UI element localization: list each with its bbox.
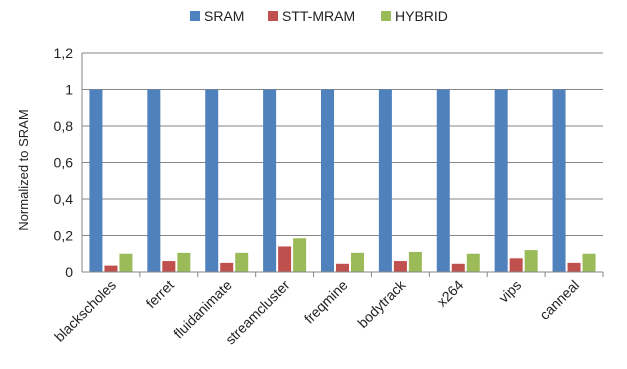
bar-stt-mram-bodytrack <box>393 261 407 272</box>
y-tick-label: 0,2 <box>54 228 74 244</box>
x-category-label: blackscholes <box>51 277 119 345</box>
bar-hybrid-ferret <box>177 252 191 272</box>
x-category-label: ferret <box>143 277 177 311</box>
y-tick-label: 1,2 <box>54 45 74 61</box>
y-tick-label: 0,8 <box>54 118 74 134</box>
bar-stt-mram-vips <box>509 258 523 272</box>
legend: SRAM STT-MRAM HYBRID <box>190 8 448 24</box>
y-tick-labels: 0 0,2 0,4 0,6 0,8 1 1,2 <box>54 45 74 280</box>
bar-stt-mram-fluidanimate <box>220 262 234 272</box>
y-tick-label: 0,6 <box>54 155 74 171</box>
bar-sram-freqmine <box>321 89 334 272</box>
bar-stt-mram-blackscholes <box>104 265 118 272</box>
x-category-label: freqmine <box>301 277 351 327</box>
bar-sram-canneal <box>552 89 566 272</box>
bar-sram-x264 <box>436 89 450 272</box>
x-category-label: canneal <box>536 277 582 323</box>
y-tick-label: 0,4 <box>54 191 74 207</box>
legend-label: HYBRID <box>395 8 448 24</box>
bar-hybrid-fluidanimate <box>235 252 249 272</box>
bar-sram-ferret <box>147 89 161 272</box>
bar-hybrid-bodytrack <box>408 251 422 272</box>
bars <box>89 89 596 272</box>
bar-stt-mram-streamcluster <box>278 246 292 272</box>
bar-stt-mram-canneal <box>567 262 581 272</box>
x-category-label: x264 <box>434 277 467 310</box>
bar-sram-vips <box>494 89 508 272</box>
y-axis-label: Normalized to SRAM <box>16 109 31 230</box>
bar-hybrid-blackscholes <box>119 253 133 272</box>
legend-swatch-hybrid <box>381 11 391 21</box>
bar-sram-blackscholes <box>89 89 103 272</box>
bar-sram-streamcluster <box>263 89 277 272</box>
bar-hybrid-canneal <box>582 253 596 272</box>
bar-sram-bodytrack <box>378 89 392 272</box>
x-category-label: vips <box>495 277 524 306</box>
y-tick-label: 0 <box>65 264 73 280</box>
bar-hybrid-vips <box>524 250 538 272</box>
legend-label: SRAM <box>204 8 244 24</box>
gridlines <box>82 52 603 236</box>
y-tick-label: 1 <box>65 82 73 98</box>
x-category-labels: blackscholes ferretfluidanimatestreamclus… <box>51 276 582 347</box>
legend-swatch-stt-mram <box>268 11 278 21</box>
bar-stt-mram-freqmine <box>336 263 349 272</box>
bar-hybrid-streamcluster <box>293 238 307 272</box>
bar-sram-fluidanimate <box>205 89 219 272</box>
legend-swatch-sram <box>190 11 200 21</box>
bar-stt-mram-ferret <box>162 261 176 272</box>
bar-hybrid-x264 <box>466 253 480 272</box>
legend-label: STT-MRAM <box>282 8 355 24</box>
bar-stt-mram-x264 <box>451 263 465 272</box>
x-category-label: bodytrack <box>354 276 409 331</box>
axes <box>81 53 604 277</box>
bar-hybrid-freqmine <box>351 252 364 272</box>
